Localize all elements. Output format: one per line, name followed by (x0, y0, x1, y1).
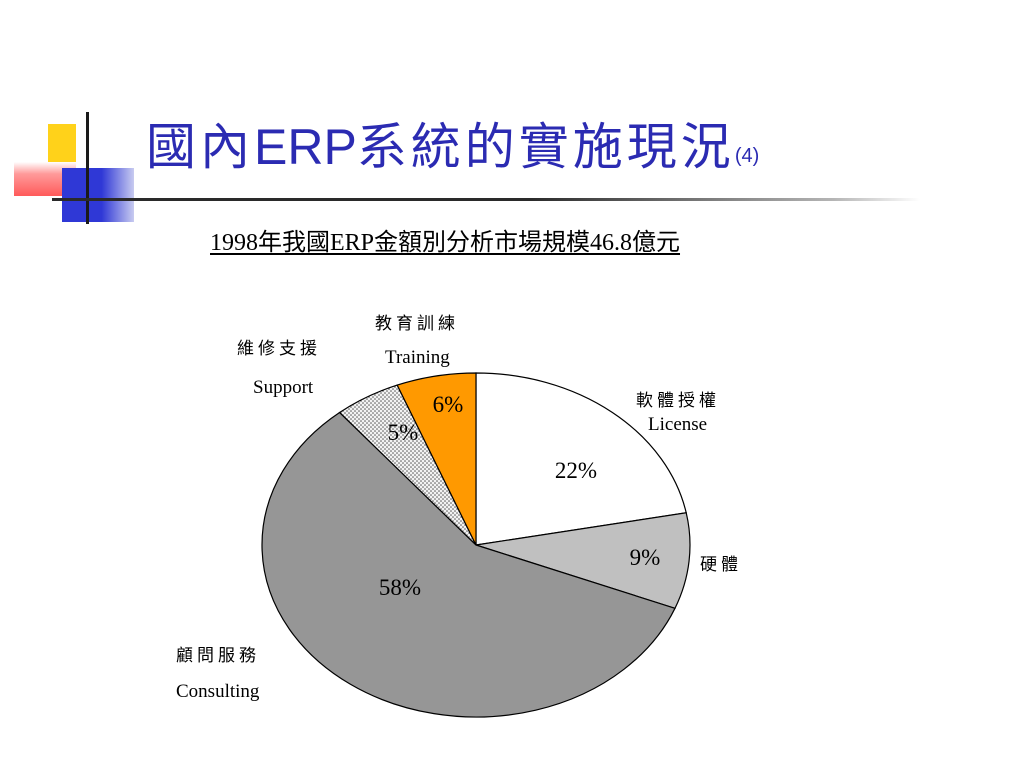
category-label-en-support: Support (253, 377, 314, 398)
category-label-en-consulting: Consulting (176, 681, 260, 702)
title-suffix: (4) (734, 145, 760, 167)
title-prefix: 國內 (146, 118, 254, 176)
title-latin: ERP (254, 119, 357, 175)
title-divider (52, 198, 920, 201)
pie-slice-training (396, 372, 477, 546)
data-label-license: 22% (555, 458, 597, 483)
slide-title: 國內ERP系統的實施現況(4) (146, 122, 759, 172)
chart-title: 1998年我國ERP金額別分析市場規模46.8億元 (210, 230, 681, 256)
pie-slice-slice-1 (475, 512, 691, 610)
pie-slice-consulting (261, 411, 676, 718)
data-label-consulting: 58% (379, 575, 421, 600)
title-rest: 系統的實施現況 (356, 118, 735, 176)
data-label-slice-1: 9% (630, 545, 661, 570)
category-label-zh-consulting: 顧問服務 (176, 646, 260, 666)
pie-slice-license (475, 372, 687, 546)
category-label-en-training: Training (385, 347, 450, 368)
category-label-zh-support: 維修支援 (237, 339, 321, 359)
category-label-zh-slice-1: 硬體 (700, 555, 742, 575)
category-label-en-license: License (648, 414, 707, 435)
data-label-training: 6% (433, 392, 464, 417)
data-label-support: 5% (388, 420, 419, 445)
category-label-zh-training: 教育訓練 (375, 314, 459, 334)
deco-yellow-square (48, 124, 76, 164)
deco-vertical-line (86, 112, 89, 224)
deco-blue-square (62, 168, 134, 222)
category-label-zh-license: 軟體授權 (636, 391, 720, 411)
